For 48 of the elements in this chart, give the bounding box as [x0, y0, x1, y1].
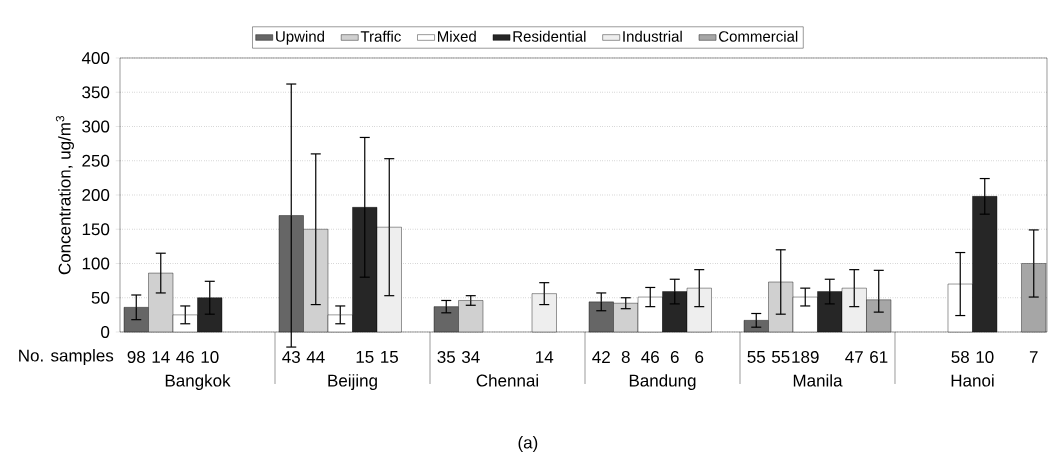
text: 55: [771, 351, 790, 363]
text: 6: [695, 350, 704, 364]
x-tick-label: Beijing: [328, 374, 377, 390]
y-tick-label: 0: [101, 325, 110, 339]
legend-label: Commercial: [719, 30, 798, 42]
text: 15: [381, 351, 398, 363]
text: 98: [127, 350, 145, 364]
y-tick-label: 100: [82, 257, 110, 270]
text: 34: [461, 350, 480, 364]
text: 42: [592, 351, 610, 363]
legend-label: Upwind: [276, 30, 325, 45]
text: 43: [282, 350, 300, 364]
y-tick-label: 350: [82, 86, 110, 99]
x-tick-label: Chennai: [476, 374, 539, 387]
text: 47: [845, 351, 863, 363]
text: 6: [670, 350, 679, 364]
text: 10: [201, 350, 219, 364]
text: 46: [641, 350, 659, 364]
y-tick-label: 300: [82, 120, 110, 133]
text: 189: [792, 350, 819, 364]
text: 61: [870, 350, 888, 364]
text: 55: [747, 351, 765, 363]
x-tick-label: Manila: [793, 374, 843, 387]
y-tick-label: 200: [82, 188, 110, 202]
y-tick-label: 50: [91, 291, 110, 304]
x-tick-label: Hanoi: [951, 374, 994, 387]
legend-label: Mixed: [437, 30, 476, 42]
text: 58: [951, 350, 969, 364]
text: No. samples: [19, 349, 114, 365]
y-tick-label: 250: [82, 154, 110, 167]
text: 14: [152, 351, 170, 363]
text: 44: [306, 351, 325, 363]
y-tick-label: 150: [82, 223, 110, 236]
text: 15: [356, 351, 374, 363]
legend-label: Residential: [513, 30, 586, 42]
x-tick-label: Bangkok: [165, 374, 231, 390]
legend-label: Industrial: [623, 30, 682, 42]
text: (a): [518, 436, 538, 452]
text: 14: [536, 351, 554, 363]
y-axis-title: Concentration, ug/m$^{3}$: [55, 115, 74, 275]
text: 35: [437, 350, 455, 364]
y-tick-label: 400: [81, 51, 110, 65]
text: 10: [976, 350, 994, 364]
legend-label: Traffic: [360, 30, 401, 42]
x-tick-label: Bandung: [629, 374, 696, 390]
text: 46: [176, 350, 194, 364]
text: 7: [1029, 351, 1038, 363]
text: 8: [621, 350, 630, 364]
